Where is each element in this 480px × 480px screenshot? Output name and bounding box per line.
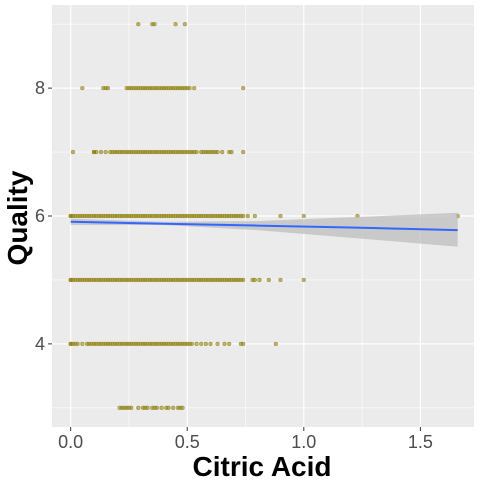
data-point: [245, 213, 250, 219]
data-point: [166, 405, 171, 410]
data-point: [171, 405, 176, 410]
data-point: [75, 341, 80, 347]
data-point: [241, 341, 246, 347]
data-point: [159, 405, 164, 410]
x-axis-title: Citric Acid: [193, 451, 332, 480]
data-point: [278, 277, 283, 283]
data-point: [103, 149, 108, 155]
y-tick-label: 8: [35, 78, 45, 98]
fit-line: [70, 220, 458, 232]
data-point: [252, 213, 257, 219]
y-tick-label: 6: [35, 206, 45, 226]
data-point: [194, 149, 199, 155]
data-point: [145, 405, 150, 410]
y-tick-label: 4: [35, 334, 45, 354]
data-point: [220, 149, 225, 155]
data-point: [192, 85, 197, 91]
data-point: [187, 85, 192, 91]
data-point: [241, 277, 246, 283]
data-point: [215, 341, 220, 347]
data-point: [252, 277, 257, 283]
data-point: [94, 149, 99, 155]
data-point: [189, 341, 195, 347]
data-point: [105, 85, 111, 91]
data-point: [80, 85, 85, 91]
data-point: [278, 213, 283, 219]
x-tick-label: 0.5: [175, 432, 200, 452]
x-tick-label: 1.5: [408, 432, 433, 452]
data-point: [203, 341, 209, 347]
data-point: [154, 405, 160, 410]
axes: 0.0 0.5 1.0 1.5 4 6 8: [35, 78, 433, 452]
data-point: [194, 341, 199, 347]
data-point: [180, 405, 185, 410]
x-tick-label: 1.0: [291, 432, 316, 452]
data-point: [173, 22, 178, 27]
data-point: [98, 149, 104, 155]
data-point: [273, 341, 278, 347]
x-tick-label: 0.0: [58, 432, 83, 452]
data-point: [301, 277, 306, 283]
data-point: [241, 85, 246, 91]
data-point: [208, 341, 213, 347]
data-point: [182, 22, 188, 27]
data-point: [136, 405, 141, 410]
data-point: [266, 277, 271, 283]
data-point: [215, 149, 220, 155]
data-point: [136, 22, 141, 27]
data-point: [80, 341, 85, 347]
data-point: [199, 341, 204, 347]
scatter-points: [68, 22, 460, 410]
y-axis-title: Quality: [2, 170, 33, 265]
data-point: [257, 277, 262, 283]
data-point: [241, 213, 246, 219]
data-point: [152, 22, 157, 27]
data-point: [301, 213, 306, 219]
data-point: [229, 149, 234, 155]
data-point: [241, 149, 246, 155]
smooth-fit: [70, 212, 458, 247]
data-point: [222, 341, 227, 347]
data-point: [227, 341, 232, 347]
data-point: [129, 405, 134, 410]
data-point: [70, 149, 76, 155]
confidence-band: [70, 212, 458, 247]
